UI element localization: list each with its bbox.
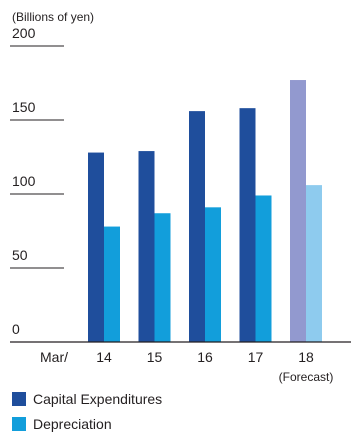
bar-capital-expenditures-18 (290, 80, 306, 342)
y-axis: 0 50 100 150 200 (10, 25, 64, 337)
bar-capital-expenditures-14 (88, 152, 104, 342)
bar-capital-expenditures-16 (189, 111, 205, 343)
y-tick-label: 100 (12, 173, 36, 189)
legend-item-depreciation: Depreciation (12, 416, 112, 432)
y-tick-label: 50 (12, 247, 28, 263)
x-tick-label: 14 (96, 349, 112, 365)
bar-depreciation-18 (306, 185, 322, 342)
unit-label: (Billions of yen) (12, 10, 94, 24)
bars (88, 80, 322, 343)
y-tick-label: 200 (12, 25, 36, 41)
bar-depreciation-14 (104, 226, 120, 342)
bar-depreciation-16 (205, 207, 221, 342)
x-axis-labels: 14 15 16 17 18 (Forecast) (96, 349, 333, 384)
x-tick-label: 16 (197, 349, 213, 365)
y-tick-label: 150 (12, 99, 36, 115)
bar-depreciation-17 (255, 195, 272, 342)
legend-label-depreciation: Depreciation (33, 416, 112, 432)
bar-capital-expenditures-17 (239, 108, 256, 342)
x-axis-prefix: Mar/ (40, 349, 68, 365)
x-tick-label: 17 (248, 349, 264, 365)
y-tick-label: 0 (12, 321, 20, 337)
x-tick-label: 18 (298, 349, 314, 365)
x-tick-label: 15 (147, 349, 163, 365)
bar-chart: (Billions of yen) 0 50 100 150 200 Mar/ 14 15… (10, 10, 351, 384)
legend-label-capital-expenditures: Capital Expenditures (33, 391, 163, 407)
legend-swatch-depreciation (12, 417, 26, 431)
legend-item-capital-expenditures: Capital Expenditures (12, 391, 162, 407)
bar-depreciation-15 (154, 213, 171, 342)
legend-swatch-capital-expenditures (12, 392, 26, 406)
x-tick-note: (Forecast) (279, 370, 334, 384)
bar-capital-expenditures-15 (138, 151, 155, 342)
